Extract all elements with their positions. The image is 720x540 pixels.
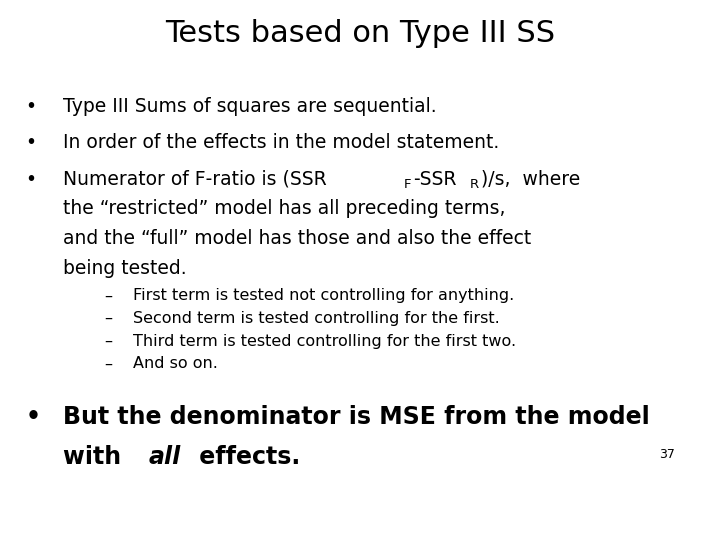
Text: –: – — [104, 288, 112, 303]
Text: First term is tested not controlling for anything.: First term is tested not controlling for… — [133, 288, 515, 303]
Text: -SSR: -SSR — [413, 170, 457, 188]
Text: And so on.: And so on. — [133, 356, 218, 372]
Text: Tests based on Type III SS: Tests based on Type III SS — [165, 19, 555, 48]
Text: effects.: effects. — [191, 446, 300, 469]
Text: all: all — [149, 446, 181, 469]
Text: •: • — [25, 170, 36, 188]
Text: In order of the effects in the model statement.: In order of the effects in the model sta… — [63, 133, 500, 152]
Text: being tested.: being tested. — [63, 259, 187, 278]
Text: with: with — [63, 446, 130, 469]
Text: R: R — [469, 178, 479, 191]
Text: •: • — [25, 97, 36, 116]
Text: and the “full” model has those and also the effect: and the “full” model has those and also … — [63, 229, 531, 248]
Text: Second term is tested controlling for the first.: Second term is tested controlling for th… — [133, 311, 500, 326]
Text: Numerator of F-ratio is (SSR: Numerator of F-ratio is (SSR — [63, 170, 327, 188]
Text: But the denominator is MSE from the model: But the denominator is MSE from the mode… — [63, 405, 650, 429]
Text: the “restricted” model has all preceding terms,: the “restricted” model has all preceding… — [63, 199, 506, 218]
Text: )/s,  where: )/s, where — [481, 170, 580, 188]
Text: Type III Sums of squares are sequential.: Type III Sums of squares are sequential. — [63, 97, 437, 116]
Text: –: – — [104, 311, 112, 326]
Text: –: – — [104, 334, 112, 349]
Text: –: – — [104, 356, 112, 372]
Text: Third term is tested controlling for the first two.: Third term is tested controlling for the… — [133, 334, 516, 349]
Text: 37: 37 — [659, 448, 675, 461]
Text: •: • — [25, 133, 36, 152]
Text: •: • — [25, 405, 40, 429]
Text: F: F — [404, 178, 411, 191]
